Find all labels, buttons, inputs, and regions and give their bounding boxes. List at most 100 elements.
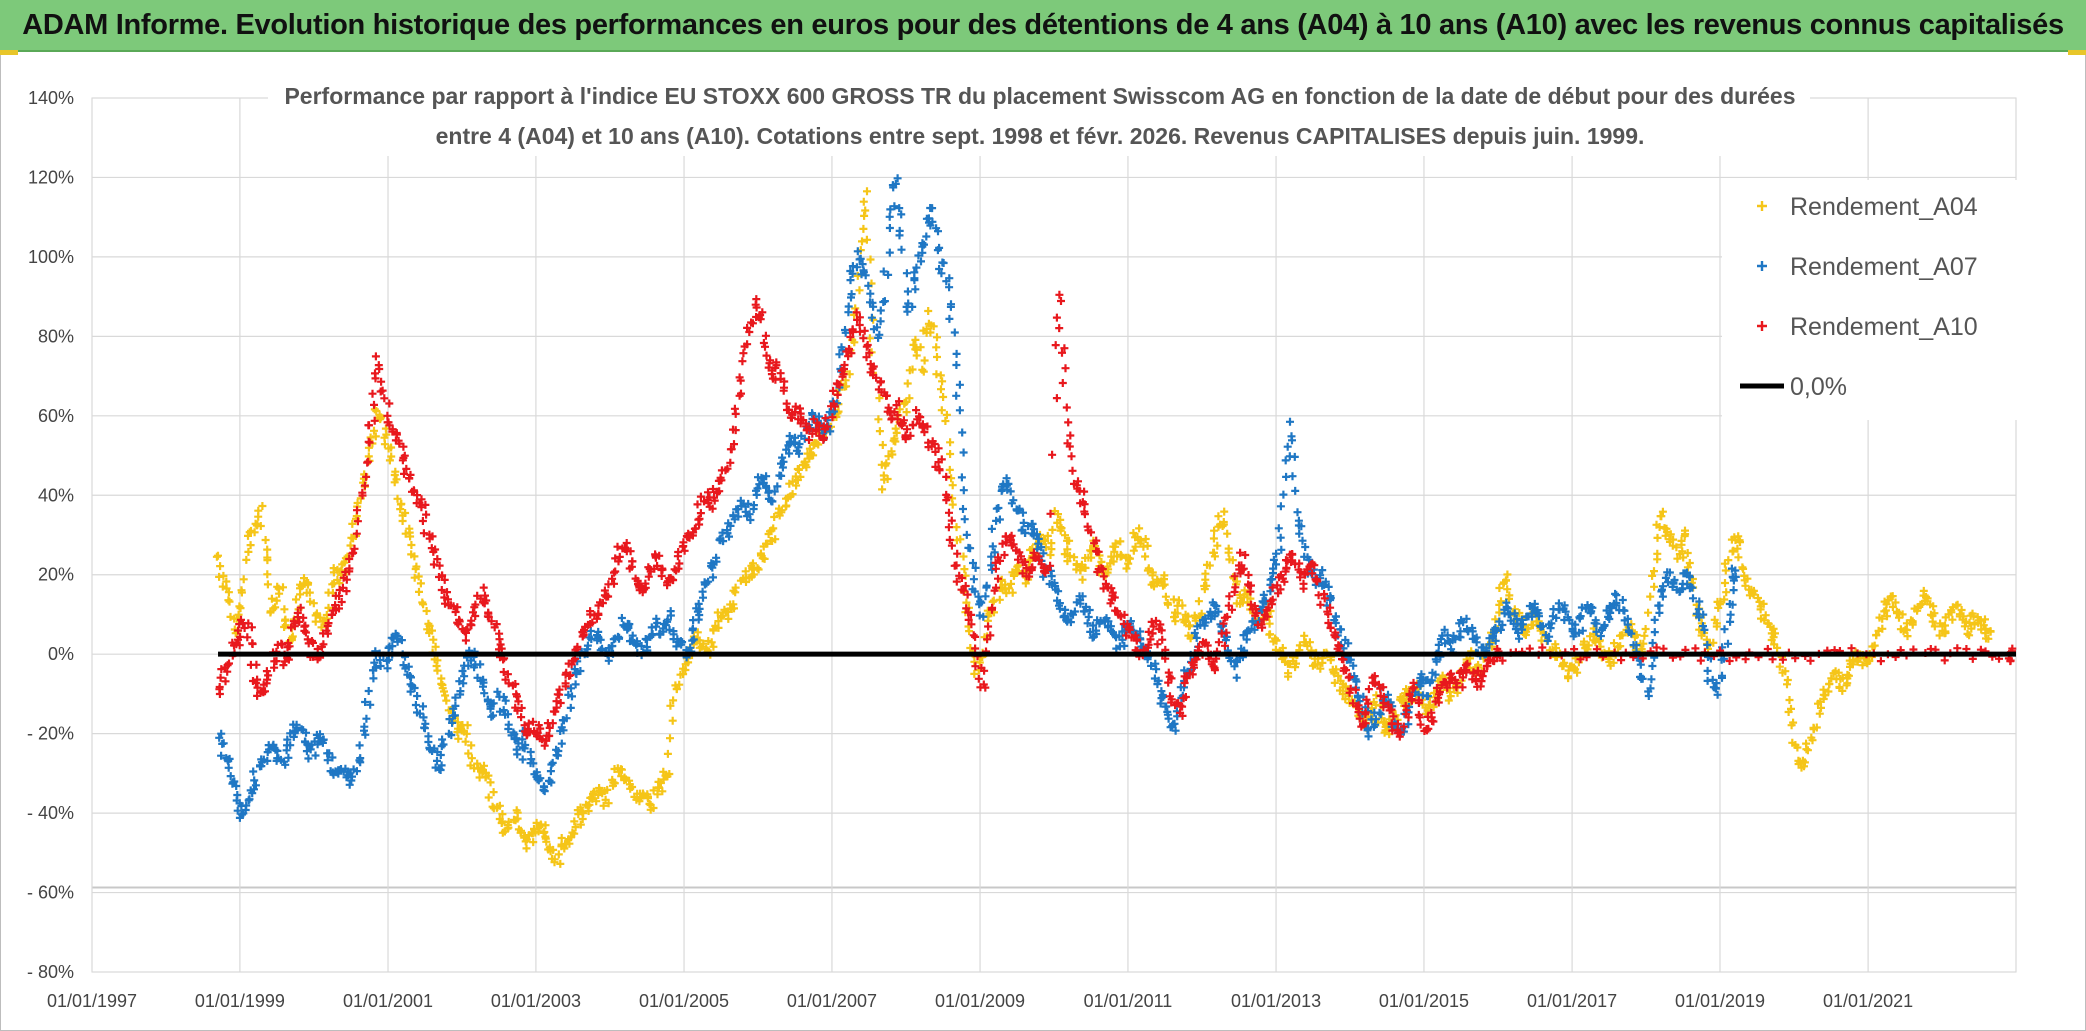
data-point-Rendement_A10 bbox=[1525, 644, 1534, 653]
data-point-Rendement_A07 bbox=[439, 740, 448, 749]
data-point-Rendement_A04 bbox=[511, 816, 520, 825]
data-point-Rendement_A07 bbox=[677, 640, 686, 649]
data-point-Rendement_A04 bbox=[731, 583, 740, 592]
data-point-Rendement_A07 bbox=[959, 448, 968, 457]
data-point-Rendement_A04 bbox=[770, 513, 779, 521]
data-point-Rendement_A07 bbox=[319, 735, 328, 744]
data-point-Rendement_A04 bbox=[1668, 541, 1677, 550]
data-point-Rendement_A04 bbox=[754, 565, 763, 574]
data-point-Rendement_A10 bbox=[479, 583, 488, 592]
data-point-Rendement_A04 bbox=[1710, 615, 1719, 624]
data-point-Rendement_A04 bbox=[809, 451, 818, 460]
data-point-Rendement_A07 bbox=[557, 739, 566, 748]
data-point-Rendement_A04 bbox=[463, 721, 472, 730]
x-tick-label: 01/01/2013 bbox=[1231, 991, 1321, 1011]
data-point-Rendement_A04 bbox=[393, 494, 402, 503]
data-point-Rendement_A10 bbox=[300, 626, 309, 635]
data-point-Rendement_A07 bbox=[885, 248, 894, 257]
data-point-Rendement_A04 bbox=[1807, 733, 1816, 742]
data-point-Rendement_A04 bbox=[1210, 526, 1219, 535]
data-point-Rendement_A04 bbox=[224, 588, 233, 597]
data-point-Rendement_A07 bbox=[895, 231, 904, 240]
data-point-Rendement_A04 bbox=[1570, 663, 1578, 672]
data-point-Rendement_A07 bbox=[483, 697, 492, 706]
data-point-Rendement_A04 bbox=[504, 817, 513, 826]
data-point-Rendement_A10 bbox=[365, 421, 373, 430]
data-point-Rendement_A07 bbox=[1611, 589, 1620, 598]
data-point-Rendement_A04 bbox=[1644, 608, 1653, 617]
data-point-Rendement_A07 bbox=[217, 729, 226, 738]
data-point-Rendement_A04 bbox=[1755, 597, 1764, 606]
data-point-Rendement_A04 bbox=[884, 452, 893, 461]
series-Rendement_A07 bbox=[215, 174, 1740, 822]
data-point-Rendement_A04 bbox=[592, 797, 601, 806]
data-point-Rendement_A04 bbox=[419, 600, 428, 609]
data-point-Rendement_A04 bbox=[1734, 553, 1743, 562]
data-point-Rendement_A04 bbox=[850, 338, 859, 347]
axis-layer: 140% 120% 100% 80% 60% 40% 20% 0% - 20% - 40% - 60… bbox=[27, 88, 1913, 1011]
data-point-Rendement_A04 bbox=[1677, 536, 1686, 545]
data-point-Rendement_A07 bbox=[361, 730, 370, 739]
data-point-Rendement_A04 bbox=[1122, 564, 1131, 573]
data-point-Rendement_A04 bbox=[1111, 539, 1120, 548]
data-point-Rendement_A07 bbox=[513, 750, 522, 759]
data-point-Rendement_A04 bbox=[406, 532, 415, 541]
y-tick-label: 60% bbox=[38, 406, 74, 426]
data-point-Rendement_A07 bbox=[587, 635, 596, 643]
data-point-Rendement_A04 bbox=[1129, 529, 1138, 537]
data-point-Rendement_A07 bbox=[911, 285, 920, 294]
data-point-Rendement_A07 bbox=[1650, 615, 1659, 624]
data-point-Rendement_A04 bbox=[1775, 662, 1784, 671]
data-point-Rendement_A04 bbox=[1836, 674, 1845, 683]
data-point-Rendement_A04 bbox=[1135, 524, 1144, 533]
data-point-Rendement_A07 bbox=[981, 592, 990, 601]
data-point-Rendement_A04 bbox=[1076, 566, 1085, 575]
y-tick-label: 100% bbox=[28, 247, 74, 267]
data-point-Rendement_A07 bbox=[1612, 591, 1621, 600]
data-point-Rendement_A10 bbox=[1055, 324, 1064, 333]
data-point-Rendement_A04 bbox=[909, 340, 918, 349]
data-point-Rendement_A04 bbox=[942, 410, 951, 419]
x-tick-label: 01/01/2003 bbox=[491, 991, 581, 1011]
data-point-Rendement_A07 bbox=[576, 667, 585, 675]
data-point-Rendement_A10 bbox=[248, 640, 257, 648]
data-point-Rendement_A04 bbox=[1891, 598, 1900, 607]
data-point-Rendement_A04 bbox=[866, 255, 875, 264]
data-point-Rendement_A10 bbox=[496, 640, 505, 649]
data-point-Rendement_A07 bbox=[382, 656, 391, 665]
data-point-Rendement_A04 bbox=[1070, 553, 1079, 562]
data-point-Rendement_A04 bbox=[311, 617, 320, 626]
data-point-Rendement_A04 bbox=[423, 625, 432, 634]
data-point-Rendement_A07 bbox=[349, 765, 358, 774]
data-point-Rendement_A04 bbox=[397, 499, 406, 508]
data-point-Rendement_A04 bbox=[1947, 608, 1956, 617]
data-point-Rendement_A07 bbox=[451, 693, 460, 702]
data-point-Rendement_A07 bbox=[1288, 472, 1297, 481]
y-tick-label: - 60% bbox=[27, 883, 74, 903]
data-point-Rendement_A07 bbox=[419, 702, 427, 711]
data-point-Rendement_A04 bbox=[1223, 529, 1232, 538]
data-point-Rendement_A07 bbox=[1276, 502, 1285, 511]
data-point-Rendement_A04 bbox=[693, 628, 702, 637]
data-point-Rendement_A04 bbox=[529, 838, 538, 847]
data-point-Rendement_A10 bbox=[1225, 592, 1234, 601]
data-point-Rendement_A10 bbox=[1940, 656, 1949, 665]
data-point-Rendement_A07 bbox=[672, 642, 681, 651]
data-point-Rendement_A04 bbox=[303, 580, 312, 589]
data-point-Rendement_A04 bbox=[224, 596, 233, 605]
data-point-Rendement_A07 bbox=[987, 524, 996, 533]
data-point-Rendement_A04 bbox=[498, 810, 507, 819]
data-point-Rendement_A04 bbox=[1048, 525, 1057, 534]
report-banner: ADAM Informe. Evolution historique des p… bbox=[0, 0, 2086, 52]
legend-label-Rendement_A04: Rendement_A04 bbox=[1790, 193, 1978, 221]
data-point-Rendement_A04 bbox=[267, 594, 276, 603]
data-point-Rendement_A07 bbox=[665, 625, 674, 634]
data-point-Rendement_A07 bbox=[281, 760, 290, 769]
data-point-Rendement_A04 bbox=[1573, 668, 1582, 677]
data-point-Rendement_A10 bbox=[1048, 450, 1057, 459]
data-point-Rendement_A04 bbox=[1103, 562, 1112, 571]
data-point-Rendement_A04 bbox=[1769, 624, 1778, 633]
data-point-Rendement_A04 bbox=[1505, 591, 1514, 600]
data-point-Rendement_A04 bbox=[250, 528, 259, 537]
